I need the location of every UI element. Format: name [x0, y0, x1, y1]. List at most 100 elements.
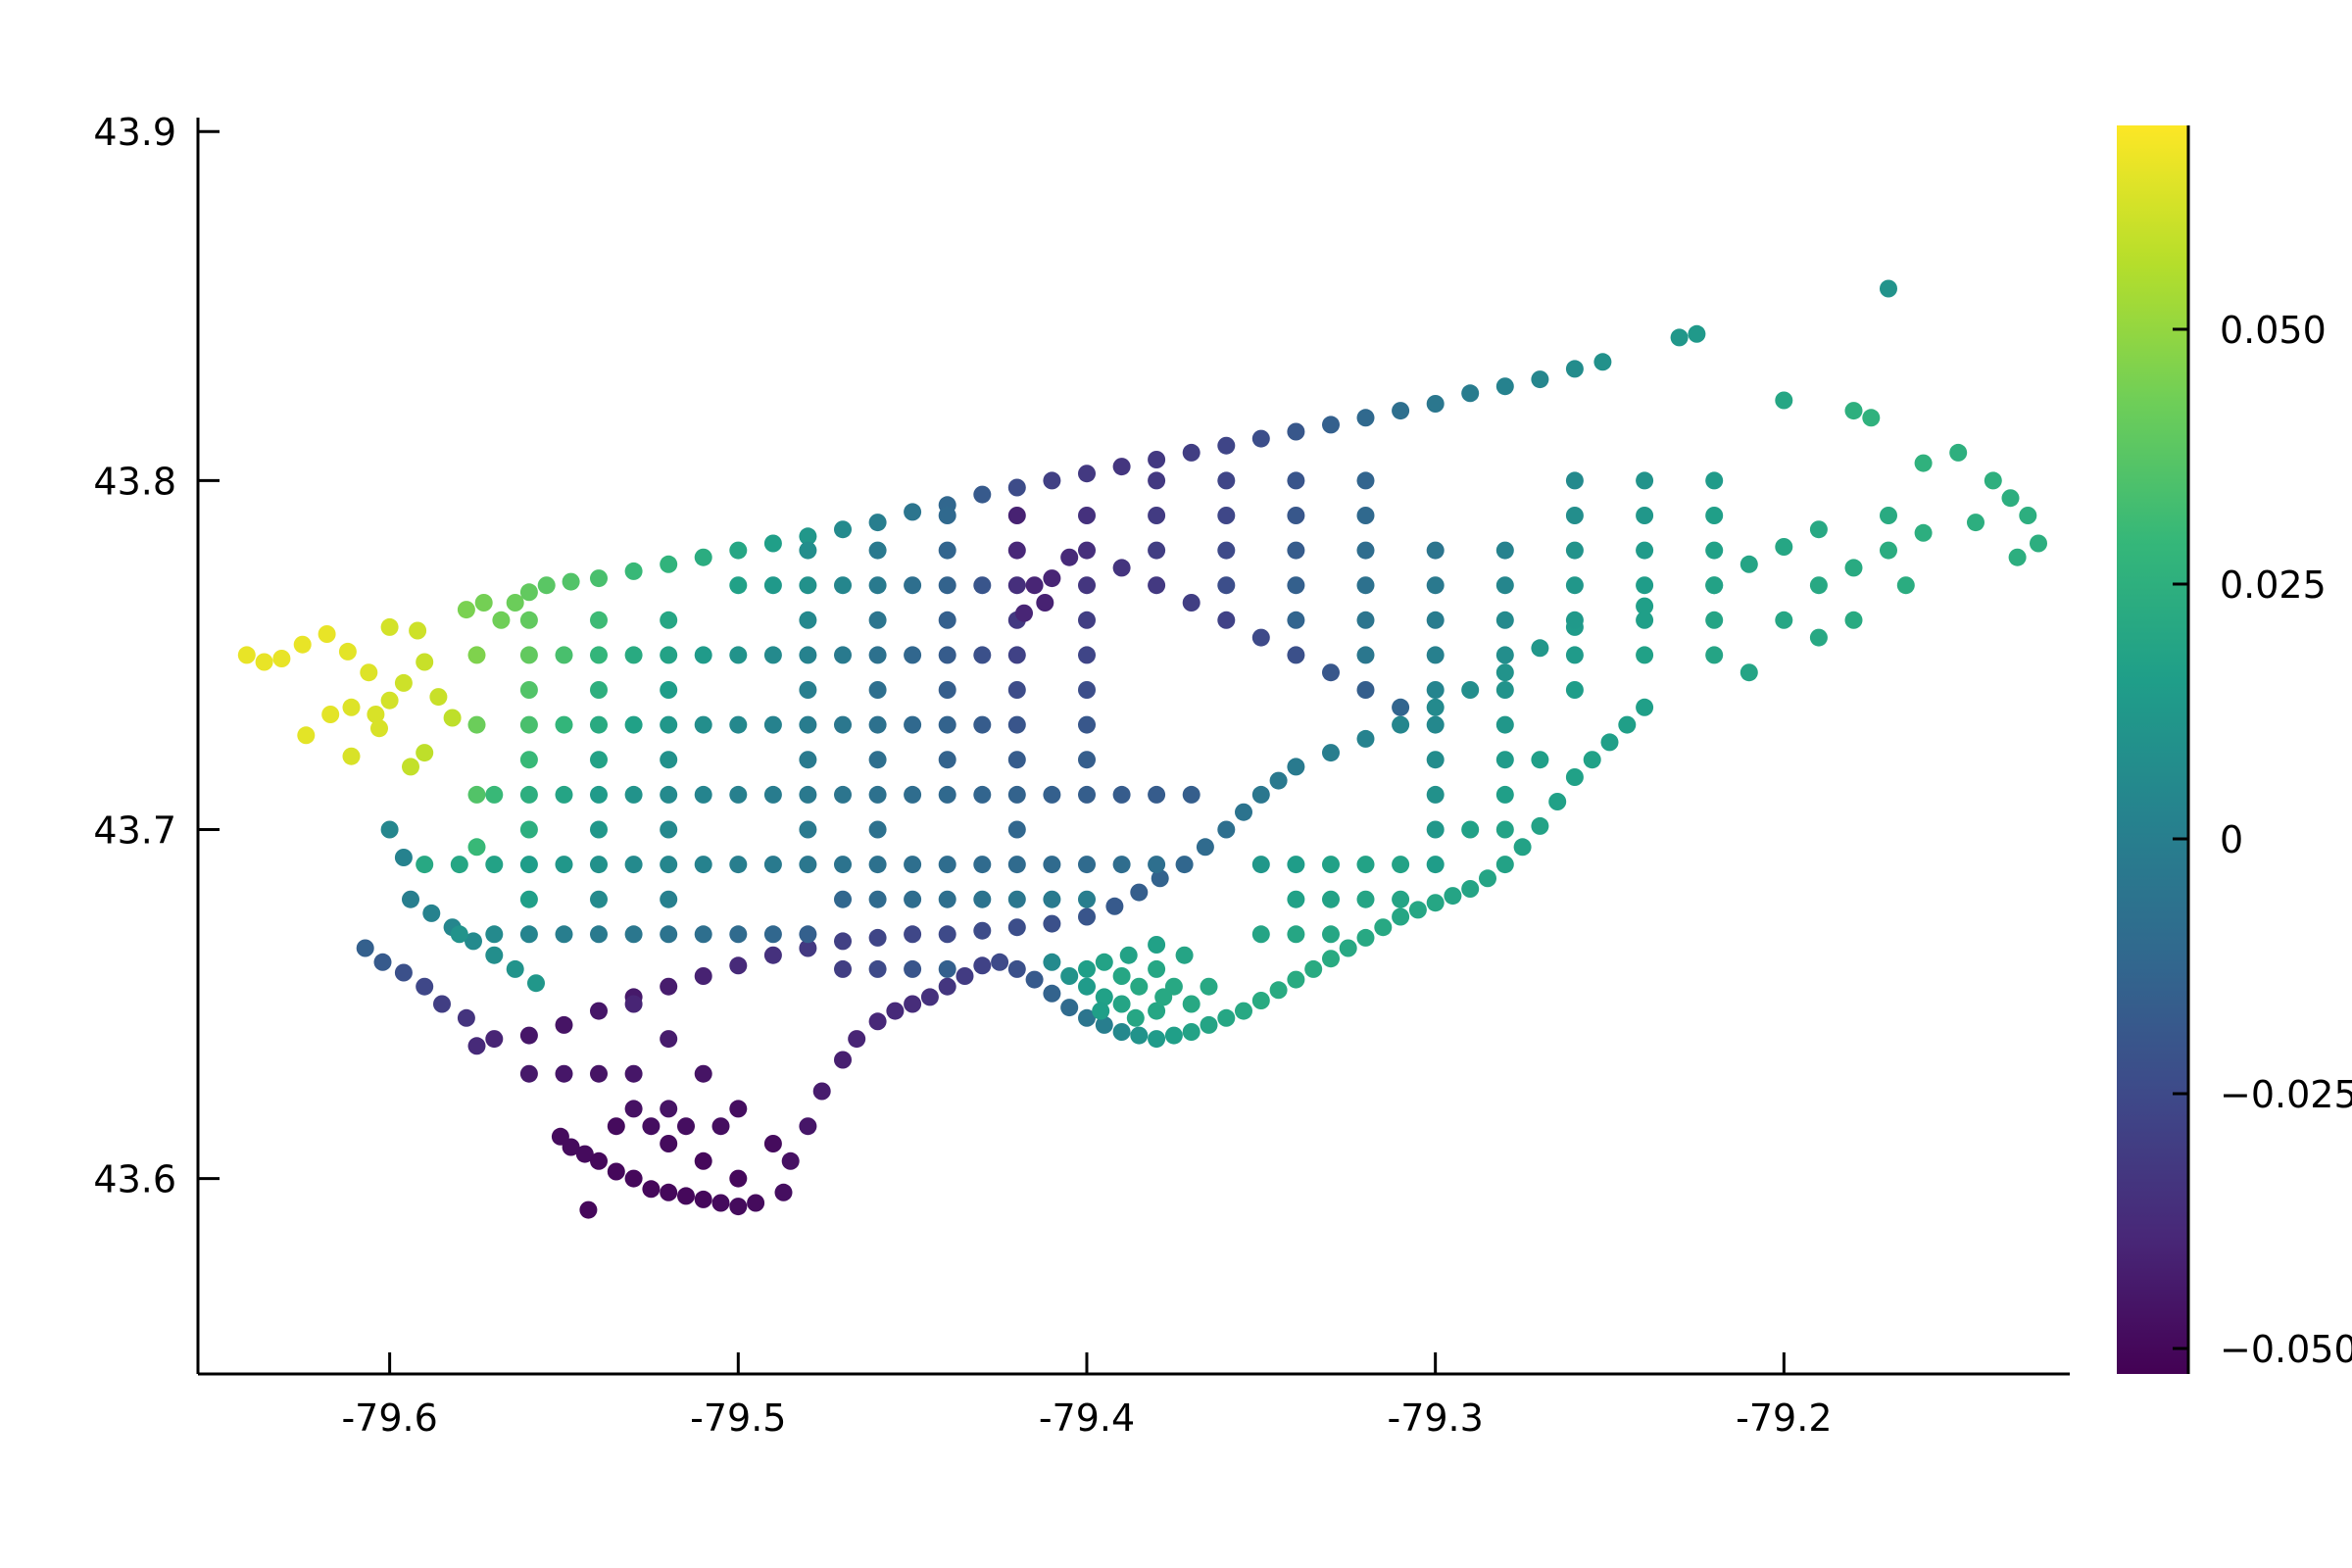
scatter-point: [1356, 611, 1375, 629]
scatter-point: [1217, 436, 1236, 455]
scatter-point: [555, 646, 573, 664]
scatter-point: [973, 715, 992, 734]
scatter-point: [781, 1152, 800, 1170]
scatter-point: [1043, 471, 1061, 490]
scatter-point: [1392, 698, 1410, 716]
scatter-point: [938, 715, 956, 734]
scatter-point: [1531, 816, 1549, 835]
scatter-point: [774, 1183, 793, 1201]
colorbar: [2117, 125, 2190, 1374]
scatter-point: [1392, 715, 1410, 734]
scatter-point: [938, 681, 956, 699]
scatter-point: [1007, 959, 1026, 978]
scatter-point: [834, 1051, 852, 1069]
scatter-point: [1078, 507, 1096, 524]
scatter-point: [1105, 897, 1124, 915]
scatter-point: [1600, 733, 1619, 752]
scatter-point: [1322, 416, 1340, 434]
scatter-point: [660, 1030, 678, 1049]
scatter-point: [1495, 611, 1514, 629]
scatter-point: [1126, 1008, 1145, 1027]
scatter-point: [1356, 729, 1375, 748]
scatter-point: [868, 541, 887, 560]
scatter-point: [938, 611, 956, 629]
scatter-point: [1148, 856, 1166, 874]
scatter-point: [956, 967, 974, 985]
scatter-point: [1356, 928, 1375, 947]
scatter-point: [1287, 422, 1305, 441]
scatter-point: [660, 555, 678, 573]
scatter-point: [904, 959, 922, 978]
scatter-point: [367, 706, 385, 723]
scatter-point: [1392, 402, 1410, 420]
scatter-point: [1130, 1026, 1149, 1045]
scatter-point: [938, 507, 956, 524]
scatter-point: [660, 715, 678, 734]
scatter-point: [1495, 751, 1514, 769]
scatter-point: [1426, 541, 1445, 560]
scatter-point: [1092, 1002, 1110, 1020]
scatter-point: [607, 1162, 625, 1181]
scatter-point: [1112, 1023, 1131, 1041]
scatter-point: [1688, 324, 1706, 343]
scatter-point: [590, 569, 608, 588]
scatter-point: [799, 646, 817, 664]
scatter-point: [590, 785, 608, 804]
scatter-point: [1705, 576, 1724, 595]
scatter-point: [1636, 698, 1654, 716]
scatter-point: [938, 576, 956, 595]
scatter-point: [904, 890, 922, 908]
scatter-point: [1251, 628, 1270, 647]
scatter-point: [1007, 646, 1026, 664]
scatter-point: [1705, 646, 1724, 664]
scatter-point: [1078, 856, 1096, 874]
scatter-point: [904, 503, 922, 521]
scatter-point: [1007, 576, 1026, 595]
scatter-point: [450, 856, 468, 874]
scatter-point: [694, 856, 712, 874]
scatter-point: [886, 1002, 905, 1020]
scatter-point: [1705, 507, 1724, 524]
scatter-point: [1565, 507, 1584, 524]
scatter-point: [1007, 478, 1026, 497]
scatter-point: [938, 541, 956, 560]
scatter-point: [1287, 541, 1305, 560]
scatter-point: [1095, 1015, 1113, 1034]
scatter-point: [590, 751, 608, 769]
scatter-point: [1151, 869, 1169, 888]
scatter-point: [1007, 715, 1026, 734]
scatter-point: [1043, 914, 1061, 933]
scatter-point: [868, 1012, 887, 1031]
colorbar-tick-label: 0.025: [2220, 564, 2327, 607]
scatter-point: [1426, 681, 1445, 699]
scatter-point: [1112, 856, 1131, 874]
scatter-point: [694, 925, 712, 944]
y-tick-label: 43.8: [93, 460, 176, 503]
scatter-point: [1078, 1008, 1096, 1027]
scatter-point: [1322, 890, 1340, 908]
scatter-point: [519, 1026, 538, 1045]
scatter-point: [318, 625, 336, 643]
scatter-point: [1356, 890, 1375, 908]
scatter-point: [474, 594, 493, 612]
scatter-point: [868, 820, 887, 839]
scatter-point: [1495, 820, 1514, 839]
scatter-point: [607, 1117, 625, 1136]
scatter-point: [1043, 890, 1061, 908]
scatter-point: [1043, 569, 1061, 588]
scatter-point: [763, 925, 782, 944]
scatter-point: [799, 751, 817, 769]
scatter-point: [1339, 939, 1357, 957]
scatter-point: [1426, 576, 1445, 595]
scatter-point: [799, 939, 817, 957]
scatter-point: [1200, 977, 1218, 996]
scatter-point: [519, 751, 538, 769]
y-ticks: 43.6 43.7 43.8 43.9: [93, 111, 220, 1201]
scatter-point: [729, 1198, 748, 1216]
scatter-point: [1356, 646, 1375, 664]
scatter-point: [799, 715, 817, 734]
colorbar-tick-label: −0.050: [2220, 1328, 2352, 1371]
scatter-point: [1740, 663, 1758, 682]
scatter-point: [1043, 984, 1061, 1003]
scatter-point: [1636, 541, 1654, 560]
